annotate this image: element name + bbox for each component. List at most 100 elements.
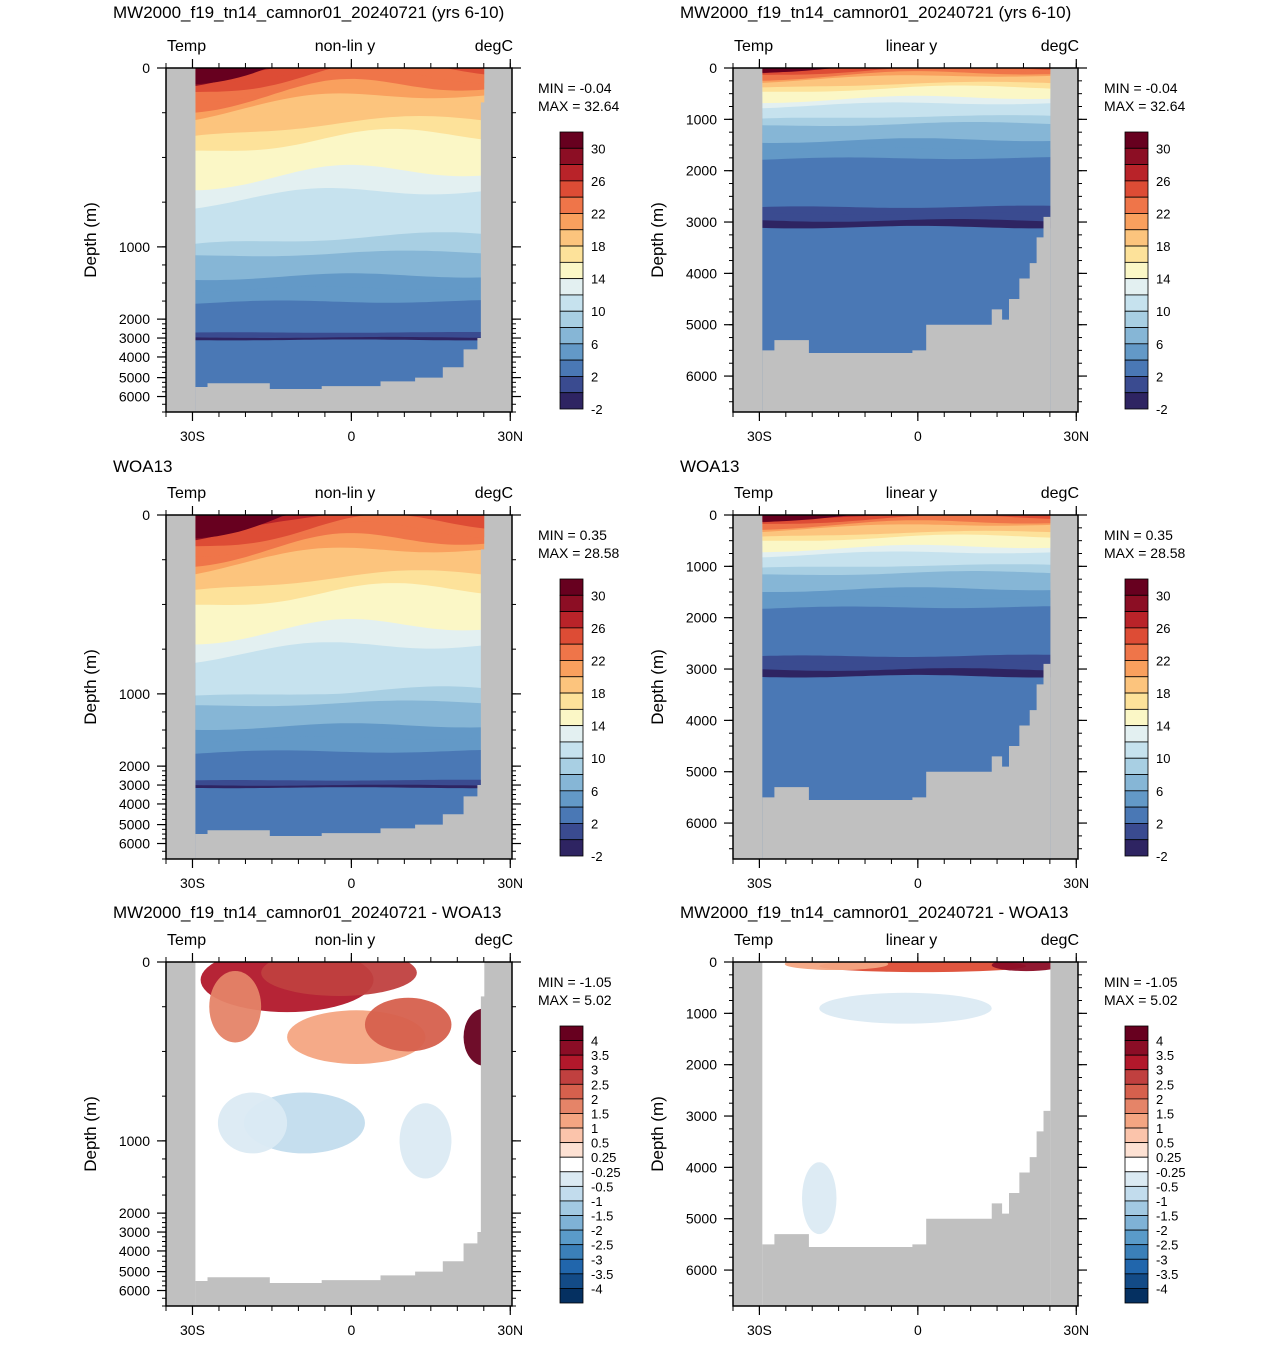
colorbar-label: 6 (591, 784, 598, 799)
colorbar-label: 2 (591, 1092, 598, 1107)
y-axis-label: Depth (m) (648, 649, 667, 725)
colorbar-box (559, 676, 584, 694)
y-tick-label: 2000 (119, 758, 150, 774)
x-tick-label: 0 (347, 1322, 355, 1338)
colorbar-label: 2 (591, 816, 598, 831)
colorbar-box (1124, 278, 1149, 296)
y-tick-label: 1000 (119, 239, 150, 255)
colorbar-label: -2 (591, 1223, 603, 1238)
field (166, 68, 512, 412)
field (166, 962, 512, 1306)
colorbar-box (1124, 594, 1149, 612)
colorbar-label: 1.5 (591, 1106, 609, 1121)
x-tick-label: 30N (497, 1322, 523, 1338)
colorbar-box (1124, 310, 1149, 328)
colorbar-label: 26 (1156, 174, 1170, 189)
colorbar-box (1124, 578, 1149, 596)
field (733, 515, 1078, 859)
colorbar-box (1124, 708, 1149, 727)
colorbar-label: 10 (591, 751, 605, 766)
colorbar-box (1124, 1171, 1149, 1187)
colorbar-box (1124, 1142, 1149, 1158)
colorbar-box (1124, 1083, 1149, 1100)
colorbar-box (1124, 376, 1149, 394)
colorbar-label: 18 (591, 686, 605, 701)
colorbar-label: -4 (1156, 1281, 1168, 1296)
colorbar-box (1124, 1273, 1149, 1289)
colorbar-box (1124, 1040, 1149, 1056)
panel-title: MW2000_f19_tn14_camnor01_20240721 - WOA1… (680, 903, 1068, 922)
land-bottom (195, 1218, 485, 1306)
colorbar-label: -2 (1156, 402, 1168, 417)
colorbar-box (559, 278, 584, 296)
right-label: degC (475, 38, 513, 55)
colorbar-label: 10 (591, 304, 605, 319)
y-tick-label: 4000 (686, 265, 717, 281)
colorbar-box (1124, 692, 1149, 710)
colorbar-label: 10 (1156, 304, 1170, 319)
x-tick-label: 30S (747, 428, 772, 444)
y-tick-label: 6000 (119, 1283, 150, 1299)
colorbar-box (1124, 1069, 1149, 1085)
max-label: MAX = 32.64 (538, 98, 620, 114)
colorbar-box (559, 1258, 584, 1275)
plot-frame (732, 961, 1079, 1307)
land-east-step (480, 996, 486, 1306)
colorbar-box (1124, 1288, 1149, 1304)
y-tick-label: 6000 (686, 1262, 717, 1278)
colorbar-label: 0.5 (1156, 1136, 1174, 1151)
x-tick-label: 30N (497, 428, 523, 444)
colorbar-box (559, 1113, 584, 1129)
colorbar-box (1124, 806, 1149, 824)
colorbar-box (1124, 774, 1149, 792)
y-tick-label: 0 (709, 60, 717, 76)
land-bottom (195, 324, 485, 412)
colorbar-box (559, 823, 584, 841)
colorbar-label: 30 (591, 588, 605, 603)
plot-frame (165, 514, 513, 860)
panel-6: MW2000_f19_tn14_camnor01_20240721 - WOA1… (648, 903, 1186, 1338)
y-axis-label: Depth (m) (81, 1096, 100, 1172)
center-label: linear y (886, 932, 938, 949)
contour-blob (364, 997, 452, 1052)
panel-title: WOA13 (113, 457, 173, 476)
plot-frame (732, 67, 1079, 413)
colorbar-label: -0.25 (1156, 1165, 1186, 1180)
colorbar-box (1124, 1200, 1149, 1216)
colorbar-label: 22 (1156, 653, 1170, 668)
colorbar-box (559, 213, 584, 231)
colorbar-label: 2 (1156, 369, 1163, 384)
colorbar-box (1124, 196, 1149, 214)
colorbar-box (1124, 839, 1149, 857)
colorbar-label: 3.5 (591, 1048, 609, 1063)
center-label: non-lin y (315, 485, 375, 502)
x-tick-label: 30N (497, 875, 523, 891)
colorbar-box (1124, 392, 1149, 410)
colorbar-box (559, 741, 584, 759)
colorbar-box (559, 327, 584, 345)
y-tick-label: 0 (142, 507, 150, 523)
contour-blob (784, 962, 889, 971)
center-label: non-lin y (315, 932, 375, 949)
colorbar-label: 14 (591, 272, 605, 287)
x-tick-label: 30N (1063, 428, 1089, 444)
plot-frame (165, 67, 513, 413)
colorbar-box (559, 578, 584, 596)
colorbar-box (559, 1171, 584, 1187)
land-bottom (762, 186, 1051, 412)
colorbar-label: -2 (1156, 849, 1168, 864)
colorbar-label: 14 (591, 719, 605, 734)
y-axis-label: Depth (m) (648, 202, 667, 278)
x-tick-label: 0 (914, 428, 922, 444)
colorbar-label: -2 (591, 849, 603, 864)
y-tick-label: 0 (709, 507, 717, 523)
field (166, 515, 512, 859)
field (733, 68, 1078, 412)
land-bottom (762, 633, 1051, 859)
colorbar-label: -3.5 (591, 1267, 613, 1282)
colorbar-box (1124, 660, 1149, 678)
right-label: degC (1041, 485, 1079, 502)
colorbar-label: 30 (591, 141, 605, 156)
y-tick-label: 4000 (119, 796, 150, 812)
colorbar-box (559, 1098, 584, 1114)
